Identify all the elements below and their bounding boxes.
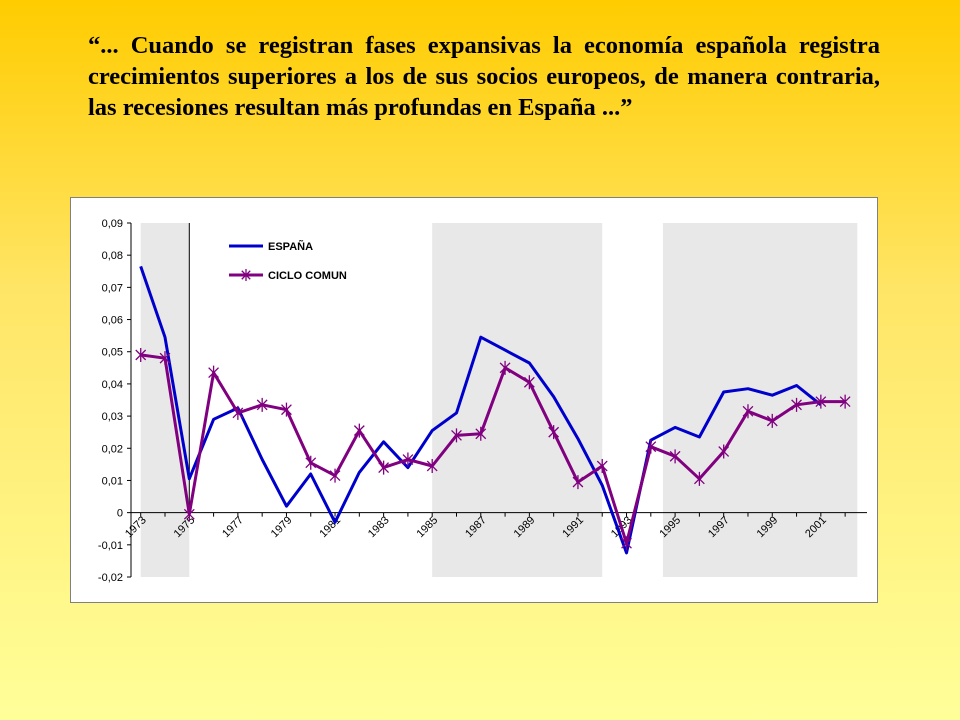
data-point-ciclo-comun xyxy=(256,397,268,412)
y-tick-label: 0,04 xyxy=(102,379,123,391)
data-point-ciclo-comun xyxy=(742,404,754,419)
data-point-ciclo-comun xyxy=(523,375,535,390)
series-line-ciclo-comun xyxy=(140,353,846,545)
data-point-ciclo-comun xyxy=(621,536,632,551)
y-tick-label: 0 xyxy=(117,508,123,520)
x-tick-label: 1981 xyxy=(317,514,343,540)
y-tick-label: 0,06 xyxy=(102,315,123,327)
quote-text: “... Cuando se registran fases expansiva… xyxy=(88,32,880,121)
data-point-ciclo-comun xyxy=(232,405,244,420)
y-tick-label: 0,01 xyxy=(102,475,123,487)
data-point-ciclo-comun xyxy=(305,455,317,470)
x-tick-label: 1979 xyxy=(269,514,295,540)
data-point-ciclo-comun xyxy=(572,475,584,490)
shaded-period xyxy=(140,223,190,577)
data-point-ciclo-comun xyxy=(183,507,195,522)
legend-label-espana: ESPAÑA xyxy=(268,240,313,253)
data-point-ciclo-comun xyxy=(353,423,365,438)
data-point-ciclo-comun xyxy=(815,394,827,409)
data-point-ciclo-comun xyxy=(766,413,778,428)
data-point-ciclo-comun xyxy=(159,351,171,366)
data-point-ciclo-comun xyxy=(839,394,851,409)
x-tick-label: 1983 xyxy=(366,514,392,540)
x-tick-label: 1977 xyxy=(220,514,246,540)
data-point-ciclo-comun xyxy=(281,402,292,417)
data-point-ciclo-comun xyxy=(451,428,462,443)
data-point-ciclo-comun xyxy=(548,425,560,440)
legend-label-ciclo-comun: CICLO COMUN xyxy=(268,270,347,282)
data-point-ciclo-comun xyxy=(791,397,802,412)
data-point-ciclo-comun xyxy=(329,468,341,483)
shaded-period xyxy=(662,223,858,577)
data-point-ciclo-comun xyxy=(596,458,608,473)
data-point-ciclo-comun xyxy=(475,426,487,441)
data-point-ciclo-comun xyxy=(378,460,390,475)
data-point-ciclo-comun xyxy=(669,449,681,464)
data-point-ciclo-comun xyxy=(402,452,414,467)
y-tick-label: -0,02 xyxy=(98,572,123,584)
y-tick-label: 0,05 xyxy=(102,347,123,359)
data-point-ciclo-comun xyxy=(645,439,657,454)
series-line-espana xyxy=(139,265,822,555)
y-tick-label: 0,03 xyxy=(102,411,123,423)
y-tick-label: 0,09 xyxy=(102,218,123,230)
chart-container: 1973 1975 1977 1979 1981 1983 1985 1987 1989 1991… xyxy=(70,197,878,603)
data-point-ciclo-comun xyxy=(718,444,730,459)
y-tick-label: -0,01 xyxy=(98,540,123,552)
data-point-ciclo-comun xyxy=(135,347,147,362)
line-chart: 1973 1975 1977 1979 1981 1983 1985 1987 1989 1991… xyxy=(98,218,867,584)
data-point-ciclo-comun xyxy=(426,458,438,473)
y-tick-label: 0,07 xyxy=(102,282,123,294)
legend-marker xyxy=(241,269,251,281)
data-point-ciclo-comun xyxy=(499,360,511,375)
y-tick-label: 0,02 xyxy=(102,443,123,455)
y-tick-label: 0,08 xyxy=(102,250,123,262)
data-point-ciclo-comun xyxy=(208,365,219,380)
data-point-ciclo-comun xyxy=(693,471,705,486)
